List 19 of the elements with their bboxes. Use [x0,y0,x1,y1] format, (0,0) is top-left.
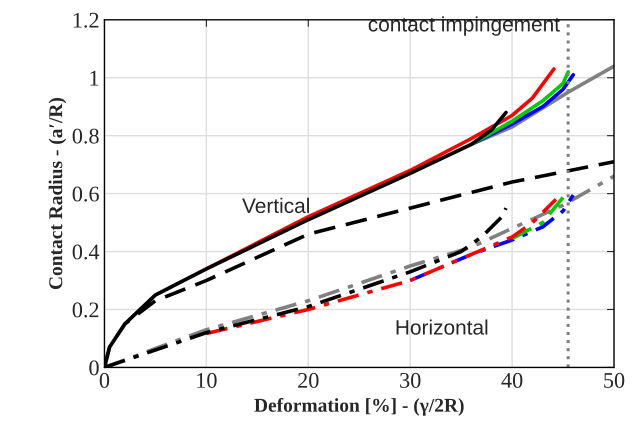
y-tick-label: 0.4 [72,244,100,260]
y-axis-title: Contact Radius - (a′/R) [48,98,66,290]
x-tick-label: 0 [100,372,110,388]
y-tick-label: 0.2 [72,302,98,318]
x-tick-label: 10 [197,372,217,388]
x-axis-title: Deformation [%] - (γ/2R) [254,398,464,416]
y-tick-label: 1.2 [74,12,98,28]
y-tick-label: 0.8 [72,128,99,144]
x-tick-label: 30 [400,372,420,388]
x-tick-label: 40 [501,372,522,388]
annotation: Vertical [242,198,309,214]
y-tick-label: 0 [89,360,99,376]
x-tick-label: 20 [298,372,319,388]
y-tick-label: 1 [90,70,98,86]
y-tick-label: 0.6 [72,186,99,202]
x-tick-label: 50 [604,372,624,388]
line-series [204,198,558,336]
ref-line-label: contact impingement [368,16,560,36]
annotation: Horizontal [396,319,488,335]
